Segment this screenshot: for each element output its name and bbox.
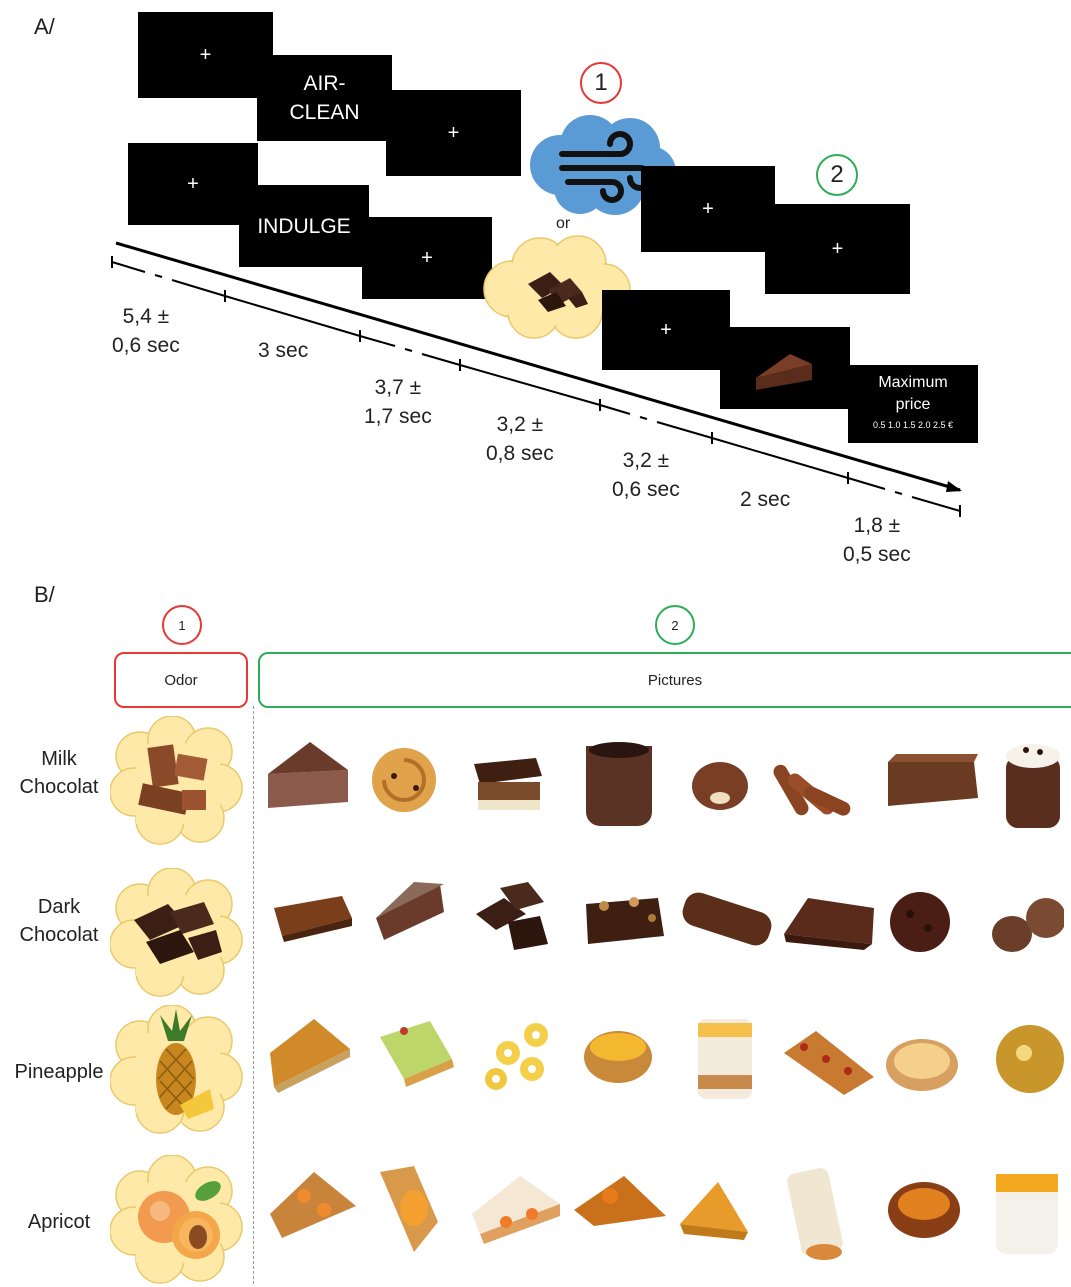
pineapple-odor-cloud xyxy=(110,1005,243,1134)
apricot-pastry-icon xyxy=(680,1182,748,1240)
column-divider xyxy=(253,706,254,1284)
pineapple-tart-bar-icon xyxy=(380,1021,454,1087)
milk-chocolate-pictures xyxy=(268,742,1060,828)
apricot-caramel-tart-icon xyxy=(888,1182,960,1238)
apricot-danish-icon xyxy=(380,1166,438,1252)
apricot-tart-icon xyxy=(574,1176,666,1226)
odor-header: Odor xyxy=(114,652,248,708)
milk-chocolate-odor-cloud xyxy=(110,716,243,845)
pineapple-pastry-braid-icon xyxy=(784,1031,874,1095)
timeline-label-3: 3,7 ± 1,7 sec xyxy=(364,376,432,428)
fixation-screen-air-2: + xyxy=(386,90,521,176)
pictures-step-marker: 2 xyxy=(655,605,695,645)
max-price-title: Maximum price xyxy=(878,374,948,413)
fixation-screen-post-odor-2: + xyxy=(765,204,910,294)
layered-chocolate-cake-icon xyxy=(474,758,542,810)
fixation-screen-indulge-1: + xyxy=(128,143,258,225)
timeline-label-1: 5,4 ± 0,6 sec xyxy=(112,305,180,357)
dark-chocolate-odor-cloud xyxy=(110,868,243,997)
chocolate-cream-jar-icon xyxy=(1006,744,1060,828)
step-2-marker: 2 xyxy=(816,154,858,196)
pineapple-upside-down-cake-icon xyxy=(270,1019,350,1093)
dark-chocolate-pieces-icon xyxy=(528,272,588,312)
timeline-label-6: 2 sec xyxy=(740,488,791,511)
chocolate-mousse-cup-icon xyxy=(586,742,652,826)
apricot-odor-cloud xyxy=(110,1155,243,1284)
odor-name-milk-chocolat: Milk Chocolat xyxy=(19,748,99,798)
apricot-icon xyxy=(138,1181,221,1259)
chocolate-truffles-icon xyxy=(992,898,1064,952)
cake-slice-icon xyxy=(756,354,812,390)
chocolate-cake-slice-icon xyxy=(268,742,348,808)
pineapple-pictures xyxy=(270,1019,1064,1099)
apricot-pictures xyxy=(270,1166,1058,1260)
pineapple-icon xyxy=(156,1009,214,1119)
fixation-screen-indulge-2: + xyxy=(362,217,492,299)
pineapple-verrine-icon xyxy=(698,1019,752,1099)
chocolate-fondant-icon xyxy=(692,762,748,810)
chocolate-brownie-nuts-icon xyxy=(586,897,664,944)
pineapple-tartlet-icon xyxy=(584,1031,652,1083)
odor-name-dark-chocolat: Dark Chocolat xyxy=(19,896,99,946)
timeline-axis xyxy=(111,241,962,517)
odor-step-marker: 1 xyxy=(162,605,202,645)
indulge-cue-screen: INDULGE xyxy=(239,185,369,267)
pictures-header: Pictures xyxy=(258,652,1071,708)
chocolate-muffin-icon xyxy=(890,892,950,952)
timeline-label-7: 1,8 ± 0,5 sec xyxy=(843,514,911,566)
odor-name-pineapple: Pineapple xyxy=(14,1061,104,1083)
air-clean-cue-screen: AIR- CLEAN xyxy=(257,55,392,141)
apricot-tart-slice-icon xyxy=(270,1172,356,1238)
price-rating-screen[interactable]: Maximum price 0.5 1.0 1.5 2.0 2.5 € xyxy=(848,365,978,443)
fixation-screen-air-1: + xyxy=(138,12,273,98)
chocolate-fondant-slice-icon xyxy=(784,898,874,950)
panel-b-label: B/ xyxy=(34,582,55,607)
fixation-screen-post-odor-1: + xyxy=(641,166,775,252)
chocolate-bar-icon xyxy=(274,896,352,942)
or-label: or xyxy=(556,215,571,232)
dark-chocolate-squares-icon xyxy=(476,882,548,950)
apricot-yogurt-verrine-icon xyxy=(996,1174,1058,1254)
apricot-roll-icon xyxy=(787,1168,843,1260)
dark-chocolate-icon xyxy=(134,902,222,964)
panel-a-label: A/ xyxy=(34,14,55,39)
chocolate-cake-slice-icon xyxy=(376,882,444,940)
timeline-label-4: 3,2 ± 0,8 sec xyxy=(486,413,554,465)
chocolate-sticks-icon xyxy=(773,764,851,816)
dark-chocolate-pictures xyxy=(274,882,1064,952)
brioche-roll-icon xyxy=(372,748,436,812)
odor-name-apricot: Apricot xyxy=(27,1211,91,1233)
chocolate-snack-bar-icon xyxy=(682,892,772,946)
pineapple-muffin-icon xyxy=(996,1025,1064,1093)
pineapple-tart-icon xyxy=(886,1039,958,1091)
brownie-icon xyxy=(888,754,978,806)
milk-chocolate-icon xyxy=(138,744,208,815)
pineapple-rings-icon xyxy=(485,1023,548,1090)
fixation-screen-pre-picture: + xyxy=(602,290,730,370)
food-picture-screen xyxy=(720,327,850,409)
timeline-label-2: 3 sec xyxy=(258,339,309,362)
chocolate-odor-cloud xyxy=(483,235,631,339)
apricot-cake-slice-icon xyxy=(472,1176,560,1244)
timeline-label-5: 3,2 ± 0,6 sec xyxy=(612,449,680,501)
step-1-marker: 1 xyxy=(580,62,622,104)
price-scale: 0.5 1.0 1.5 2.0 2.5 € xyxy=(872,420,954,430)
